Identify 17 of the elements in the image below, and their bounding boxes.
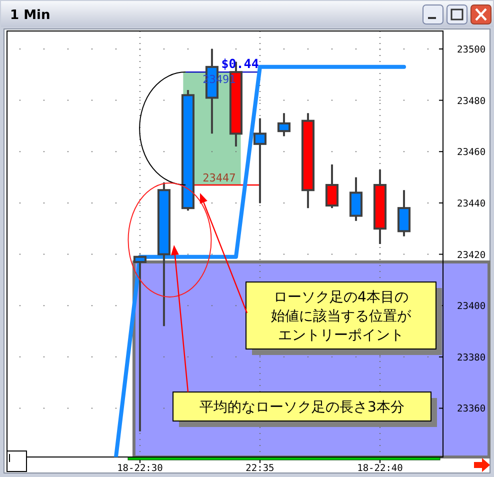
x-tick-label: 18-22:40 xyxy=(357,463,404,474)
annotation: 23447 xyxy=(202,171,236,184)
annotation: $0.44 xyxy=(221,56,259,72)
y-tick-label: 23360 xyxy=(457,404,486,415)
y-tick-label: 23380 xyxy=(457,352,486,364)
x-tick-label: 22:35 xyxy=(246,463,274,474)
y-tick-label: 23460 xyxy=(457,147,486,158)
x-tick-label: 18-22:30 xyxy=(117,463,164,474)
y-tick-label: 23420 xyxy=(457,250,486,261)
annotation: 23491 xyxy=(202,73,236,86)
chart-title: 1 Min xyxy=(10,8,50,23)
y-tick-label: 23400 xyxy=(457,301,486,312)
y-tick-label: 23480 xyxy=(457,96,486,107)
y-tick-label: 23440 xyxy=(457,198,486,210)
annotation: 平均的なローソク足の長さ3本分 xyxy=(200,400,404,416)
annotation: ローソク足の4本目の始値に該当する位置がエントリーポイント xyxy=(271,290,412,344)
y-tick-label: 23500 xyxy=(457,44,486,56)
